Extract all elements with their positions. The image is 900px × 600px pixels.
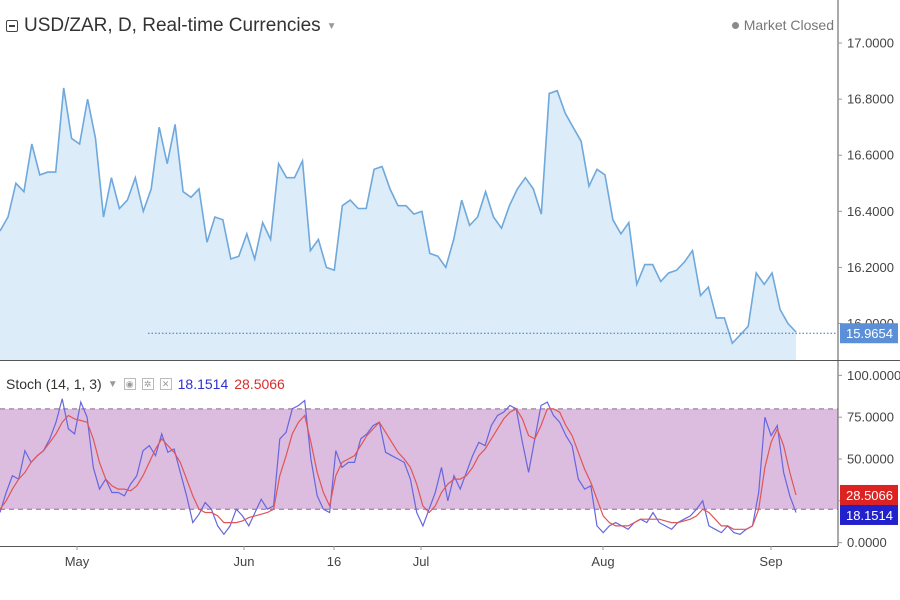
- chart-frame: [0, 0, 900, 547]
- symbol-title: USD/ZAR, D, Real-time Currencies: [24, 15, 321, 36]
- gear-icon[interactable]: ✲: [141, 378, 154, 390]
- k-value-tag-label: 18.1514: [846, 508, 893, 523]
- last-price-tag-label: 15.9654: [846, 326, 893, 341]
- stoch-tick-label: 100.0000: [847, 368, 900, 383]
- price-tick-label: 16.8000: [847, 92, 894, 107]
- close-icon[interactable]: ✕: [159, 378, 172, 390]
- stoch-tick-label: 0.0000: [847, 535, 887, 550]
- k-value: 18.1514: [177, 376, 229, 392]
- indicator-legend[interactable]: Stoch (14, 1, 3) ▼ ◉ ✲ ✕ 18.1514 28.5066: [6, 376, 285, 392]
- time-tick-label: Jul: [413, 554, 430, 569]
- price-axis[interactable]: 17.000016.800016.600016.400016.200016.00…: [838, 36, 898, 344]
- k-value-tag[interactable]: [840, 504, 898, 525]
- chevron-down-icon[interactable]: ▼: [107, 378, 118, 390]
- price-tick-label: 16.4000: [847, 204, 894, 219]
- stoch-tick-label: 50.0000: [847, 452, 894, 467]
- chevron-down-icon[interactable]: ▼: [326, 20, 337, 32]
- price-tick-label: 17.0000: [847, 36, 894, 51]
- time-tick-label: Sep: [759, 554, 782, 569]
- d-value-tag-label: 28.5066: [846, 488, 893, 503]
- eye-icon[interactable]: ◉: [123, 378, 136, 390]
- last-price-tag[interactable]: [840, 323, 898, 344]
- time-tick-label: Aug: [591, 554, 614, 569]
- stoch-tick-label: 75.0000: [847, 410, 894, 425]
- market-status-label: Market Closed: [743, 17, 834, 33]
- price-tick-label: 16.2000: [847, 260, 894, 275]
- time-tick-label: 16: [327, 554, 341, 569]
- stochastic-axis[interactable]: 100.000075.000050.000025.00000.000028.50…: [838, 368, 900, 550]
- status-dot-icon: [731, 21, 739, 29]
- indicator-label: Stoch (14, 1, 3): [6, 376, 102, 392]
- d-value-tag[interactable]: [840, 484, 898, 505]
- time-tick-label: May: [65, 554, 90, 569]
- price-pane[interactable]: [0, 87, 838, 361]
- stoch-d-line[interactable]: [0, 408, 797, 530]
- stoch-k-line[interactable]: [0, 398, 797, 536]
- market-status: Market Closed: [731, 17, 834, 33]
- time-axis[interactable]: May Jun 16 Jul Aug Sep: [65, 546, 783, 569]
- price-line[interactable]: [0, 87, 797, 345]
- stochastic-pane[interactable]: [0, 398, 838, 536]
- price-area-fill: [0, 87, 796, 361]
- time-tick-label: Jun: [234, 554, 255, 569]
- price-tick-label: 16.6000: [847, 148, 894, 163]
- symbol-title-bar[interactable]: USD/ZAR, D, Real-time Currencies ▼: [6, 15, 337, 37]
- collapse-icon[interactable]: [6, 20, 18, 32]
- d-value: 28.5066: [234, 376, 285, 392]
